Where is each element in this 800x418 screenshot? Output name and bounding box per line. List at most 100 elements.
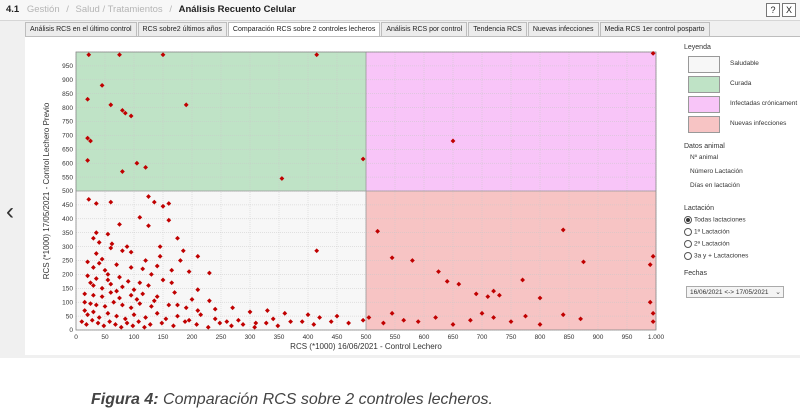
data-point xyxy=(415,319,421,325)
data-point xyxy=(444,278,450,284)
x-tick-label: 250 xyxy=(216,334,227,341)
plot-frame xyxy=(75,51,657,331)
tab-rcs-por-control[interactable]: Análisis RCS por control xyxy=(381,22,468,36)
data-point xyxy=(166,302,172,308)
data-point xyxy=(270,316,276,322)
data-point xyxy=(102,303,108,309)
data-point xyxy=(85,135,90,141)
data-point xyxy=(99,256,105,262)
data-point xyxy=(523,313,528,319)
data-point xyxy=(143,315,148,320)
data-point xyxy=(334,313,340,319)
data-point xyxy=(134,297,140,302)
data-point xyxy=(650,50,656,56)
legend-swatch-nuevas xyxy=(688,116,720,133)
data-point xyxy=(381,320,386,326)
help-button[interactable]: ? xyxy=(766,3,780,17)
x-tick-label: 1.000 xyxy=(648,334,665,341)
lactacion-title: Lactación xyxy=(684,205,714,212)
y-tick-label: 50 xyxy=(66,313,74,320)
data-point xyxy=(95,320,101,326)
breadcrumb-item-salud[interactable]: Salud / Tratamientos xyxy=(75,4,163,15)
data-point xyxy=(401,317,407,323)
x-axis-label: RCS (*1000) 16/06/2021 - Control Lechero xyxy=(290,342,442,351)
data-point xyxy=(650,253,656,259)
radio-todas-lactaciones[interactable]: Todas lactaciones xyxy=(684,216,746,224)
radio-label: Todas lactaciones xyxy=(694,216,746,224)
legend-label-nuevas: Nuevas infecciones xyxy=(730,120,787,127)
x-tick-label: 700 xyxy=(477,334,488,341)
radio-lactacion-1[interactable]: 1ª Lactación xyxy=(684,228,730,236)
data-point xyxy=(194,322,200,327)
data-point xyxy=(189,297,195,302)
data-point xyxy=(195,253,201,259)
y-tick-label: 900 xyxy=(62,77,73,84)
data-point xyxy=(375,228,380,234)
data-point xyxy=(207,298,212,304)
data-point xyxy=(122,110,128,116)
y-tick-label: 700 xyxy=(62,133,73,140)
tab-rcs-dos-anos[interactable]: RCS sobre2 últimos años xyxy=(137,22,227,36)
data-point xyxy=(389,255,395,261)
data-point xyxy=(143,258,148,263)
breadcrumb-item-gestion[interactable]: Gestión xyxy=(26,4,60,15)
x-tick-label: 950 xyxy=(622,334,633,341)
data-point xyxy=(128,292,134,298)
legend-label-cronica: Infectadas crónicament xyxy=(730,100,798,107)
radio-label: 2ª Lactación xyxy=(694,240,730,248)
radio-lactacion-3[interactable]: 3a y + Lactaciones xyxy=(684,252,748,260)
data-point xyxy=(120,248,125,254)
tab-rcs-ultimo-control[interactable]: Análisis RCS en el último control xyxy=(25,22,137,36)
y-tick-label: 500 xyxy=(62,188,73,195)
y-tick-label: 950 xyxy=(62,63,73,70)
tab-tendencia-rcs[interactable]: Tendencia RCS xyxy=(468,22,527,36)
x-tick-label: 350 xyxy=(274,334,285,341)
data-point xyxy=(91,309,96,315)
data-point xyxy=(117,274,122,280)
data-point xyxy=(159,320,165,326)
data-point xyxy=(650,310,656,316)
info-numero-animal: Nº animal xyxy=(690,154,719,161)
data-point xyxy=(299,319,305,325)
x-tick-label: 100 xyxy=(129,334,140,341)
info-numero-lactacion: Número Lactación xyxy=(690,168,743,175)
data-point xyxy=(108,281,114,287)
data-point xyxy=(212,316,218,322)
data-point xyxy=(93,230,99,236)
data-point xyxy=(114,313,119,319)
close-button[interactable]: X xyxy=(782,3,796,17)
tab-media-rcs-posparto[interactable]: Media RCS 1er control posparto xyxy=(599,22,710,36)
data-point xyxy=(537,295,543,301)
data-point xyxy=(314,248,320,254)
chevron-left-icon[interactable]: ‹ xyxy=(6,198,14,225)
tab-comparacion-rcs[interactable]: Comparación RCS sobre 2 controles lecher… xyxy=(227,22,381,37)
data-point xyxy=(497,292,502,298)
x-tick-label: 300 xyxy=(245,334,256,341)
data-point xyxy=(109,241,115,247)
data-point xyxy=(305,312,311,318)
data-point xyxy=(93,302,99,308)
caption-label: Figura 4: xyxy=(91,391,159,408)
y-tick-label: 100 xyxy=(62,299,73,306)
date-range-select[interactable]: 16/06/2021 <-> 17/05/2021 ⌄ xyxy=(686,286,784,298)
data-point xyxy=(212,306,218,312)
data-point xyxy=(311,322,317,327)
data-point xyxy=(433,315,438,320)
data-point xyxy=(650,319,656,325)
radio-lactacion-2[interactable]: 2ª Lactación xyxy=(684,240,730,248)
y-tick-label: 600 xyxy=(62,160,73,167)
data-point xyxy=(450,138,456,144)
tab-nuevas-infecciones[interactable]: Nuevas infecciones xyxy=(527,22,599,36)
data-point xyxy=(456,281,462,287)
data-point xyxy=(107,319,113,325)
data-point xyxy=(172,290,177,295)
x-tick-label: 500 xyxy=(361,334,372,341)
radio-label: 3a y + Lactaciones xyxy=(694,252,749,260)
data-point xyxy=(82,291,88,297)
data-point xyxy=(183,305,189,311)
data-point xyxy=(114,288,119,294)
data-point xyxy=(154,310,160,316)
data-point xyxy=(96,315,102,320)
y-tick-label: 350 xyxy=(62,230,73,237)
chevron-down-icon: ⌄ xyxy=(775,289,781,296)
